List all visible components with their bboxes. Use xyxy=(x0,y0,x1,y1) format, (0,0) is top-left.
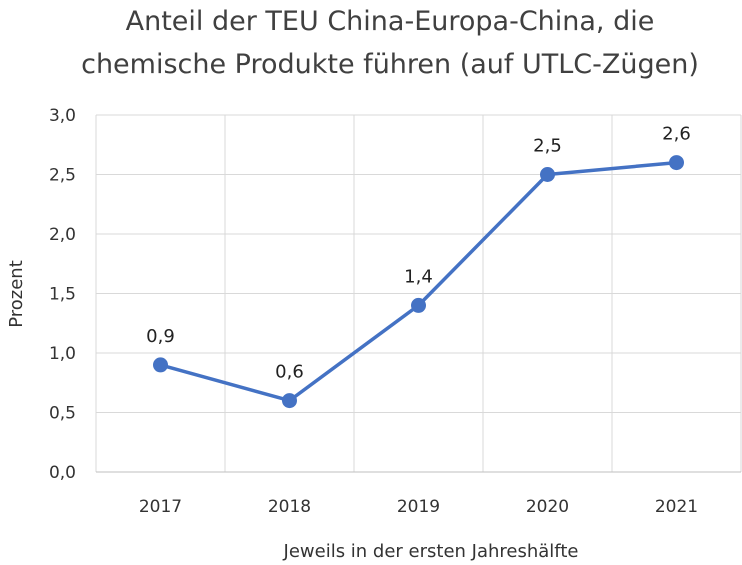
data-point-marker xyxy=(282,393,297,409)
x-tick-label: 2020 xyxy=(526,497,569,517)
data-label: 1,4 xyxy=(404,266,433,287)
data-label: 2,5 xyxy=(533,136,562,157)
data-point-marker xyxy=(540,167,555,182)
y-tick-label: 0,0 xyxy=(49,463,76,483)
x-tick-label: 2021 xyxy=(655,497,698,517)
x-tick-label: 2018 xyxy=(268,497,311,517)
chart-title-line-1: Anteil der TEU China-Europa-China, die xyxy=(126,6,655,37)
data-labels: 0,9 0,6 1,4 2,5 2,6 xyxy=(146,124,691,383)
chart-title-line-2: chemische Produkte führen (auf UTLC-Züge… xyxy=(81,49,699,80)
y-tick-label: 0,5 xyxy=(49,404,76,424)
data-label: 0,9 xyxy=(146,326,175,347)
axes: 0,0 0,5 1,0 1,5 2,0 2,5 3,0 2017 2018 2019 2020 202… xyxy=(49,106,741,517)
x-axis-title: Jeweils in der ersten Jahreshälfte xyxy=(283,541,579,562)
data-point-marker xyxy=(411,297,426,313)
y-tick-label: 2,0 xyxy=(49,225,76,245)
data-label: 0,6 xyxy=(275,362,304,383)
x-tick-label: 2019 xyxy=(397,497,440,517)
grid xyxy=(95,114,742,472)
y-tick-label: 1,5 xyxy=(49,285,76,305)
y-tick-label: 3,0 xyxy=(49,106,76,126)
series xyxy=(153,155,684,409)
data-label: 2,6 xyxy=(662,124,691,145)
y-tick-label: 2,5 xyxy=(49,166,76,186)
x-tick-label: 2017 xyxy=(139,497,182,517)
y-axis-title: Prozent xyxy=(6,260,27,328)
data-point-marker xyxy=(153,357,168,373)
data-point-marker xyxy=(669,155,684,171)
y-tick-label: 1,0 xyxy=(49,344,76,364)
